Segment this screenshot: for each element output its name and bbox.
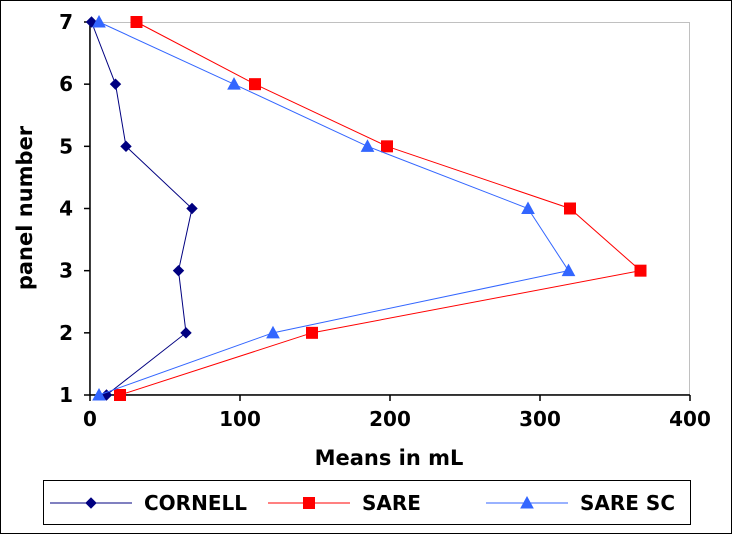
- y-tick-label: 7: [59, 10, 73, 34]
- data-point: [120, 140, 132, 153]
- axes: 0 100 200 300 400 1 2 3 4 5 6 7: [59, 10, 711, 431]
- data-point: [114, 389, 126, 401]
- data-point: [266, 325, 280, 339]
- x-tick-label: 300: [519, 407, 561, 431]
- x-tick-label: 100: [219, 407, 261, 431]
- y-tick-label: 5: [59, 134, 73, 158]
- y-tick-label: 3: [59, 259, 73, 283]
- data-point: [180, 327, 192, 339]
- series-sare: [114, 16, 647, 401]
- x-tick-label: 400: [669, 407, 711, 431]
- y-tick-label: 2: [59, 321, 73, 345]
- data-point: [92, 14, 106, 28]
- data-point: [249, 78, 261, 91]
- legend-label: SARE: [362, 491, 421, 515]
- legend-marker: [303, 497, 315, 509]
- legend-label: SARE SC: [580, 491, 675, 515]
- y-tick-label: 4: [59, 197, 73, 221]
- legend-item: SARE SC: [486, 491, 675, 515]
- series-sare-sc: [92, 14, 576, 401]
- data-point: [521, 201, 535, 214]
- legend-box: [43, 480, 691, 525]
- data-point: [634, 264, 647, 277]
- data-point: [306, 326, 318, 339]
- data-point: [360, 139, 375, 152]
- legend-marker: [85, 497, 97, 509]
- data-point: [109, 78, 122, 90]
- data-point: [186, 202, 198, 215]
- series-layer: [85, 14, 647, 401]
- data-point: [561, 263, 576, 277]
- x-tick-label: 200: [369, 407, 411, 431]
- x-axis-title: Means in mL: [315, 446, 464, 470]
- plot-area: [89, 22, 690, 395]
- y-tick-label: 1: [59, 383, 73, 407]
- legend-item: CORNELL: [50, 491, 247, 515]
- legend-marker: [520, 495, 534, 509]
- data-point: [381, 140, 393, 153]
- data-point: [564, 202, 576, 215]
- x-tick-label: 0: [83, 407, 97, 431]
- legend-item: SARE: [268, 491, 421, 515]
- legend-label: CORNELL: [144, 491, 247, 515]
- data-point: [172, 264, 185, 277]
- data-point: [227, 77, 241, 90]
- y-axis-title: panel number: [13, 125, 37, 290]
- legend: CORNELL SARE SARE SC: [50, 491, 675, 515]
- y-tick-label: 6: [59, 72, 73, 96]
- data-point: [92, 387, 106, 401]
- data-point: [130, 16, 143, 28]
